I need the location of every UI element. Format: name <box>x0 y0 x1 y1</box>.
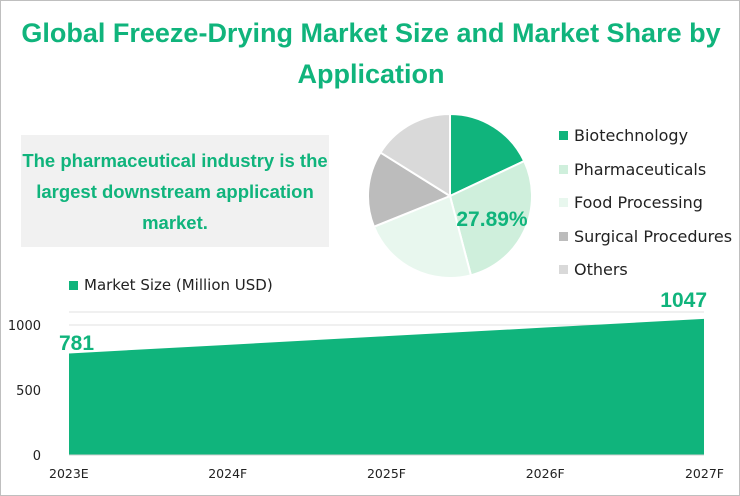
legend-label: Food Processing <box>574 193 703 213</box>
pie-slice-pharmaceuticals <box>448 159 533 277</box>
chart-title: Global Freeze-Drying Market Size and Mar… <box>21 18 721 89</box>
legend-item: Biotechnology <box>559 119 732 153</box>
callout-text: The pharmaceutical industry is the large… <box>21 135 329 247</box>
pie-slice-biotechnology <box>449 112 526 198</box>
data-label-first: 781 <box>59 332 94 355</box>
legend-item: Surgical Procedures <box>559 220 732 254</box>
legend-item: Pharmaceuticals <box>559 153 732 187</box>
legend-swatch <box>559 131 568 141</box>
legend-swatch <box>559 164 568 174</box>
y-tick-label: 500 <box>16 384 41 399</box>
x-tick-label: 2027F <box>685 466 724 481</box>
data-label-last: 1047 <box>660 289 707 312</box>
x-tick-label: 2023E <box>49 466 89 481</box>
pie-legend: Biotechnology Pharmaceuticals Food Process… <box>559 119 732 287</box>
pie-slice-surgical-procedures <box>367 151 453 229</box>
legend-label: Market Size (Million USD) <box>84 276 273 294</box>
legend-label: Others <box>574 260 628 280</box>
pie-slice-others <box>379 112 451 198</box>
x-tick-label: 2024F <box>208 466 247 481</box>
legend-label: Biotechnology <box>574 126 689 146</box>
y-tick-label: 0 <box>33 449 41 464</box>
y-tick-label: 1000 <box>8 319 41 334</box>
legend-swatch <box>559 231 568 241</box>
pie-data-label: 27.89% <box>456 208 528 231</box>
x-tick-label: 2025F <box>367 466 406 481</box>
area-series <box>69 318 704 455</box>
legend-swatch <box>559 265 568 275</box>
x-tick-label: 2026F <box>526 466 565 481</box>
area-legend: Market Size (Million USD) <box>69 276 273 294</box>
legend-swatch <box>559 198 568 208</box>
pie-slice-food-processing <box>372 194 473 279</box>
legend-label: Surgical Procedures <box>574 226 733 246</box>
legend-item: Food Processing <box>559 186 732 220</box>
legend-item: Others <box>559 253 732 287</box>
legend-label: Pharmaceuticals <box>574 159 707 179</box>
legend-swatch <box>69 280 78 290</box>
